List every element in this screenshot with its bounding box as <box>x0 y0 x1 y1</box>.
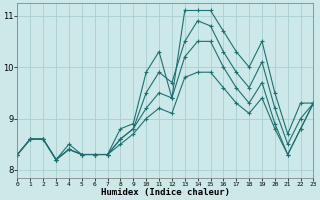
X-axis label: Humidex (Indice chaleur): Humidex (Indice chaleur) <box>101 188 230 197</box>
